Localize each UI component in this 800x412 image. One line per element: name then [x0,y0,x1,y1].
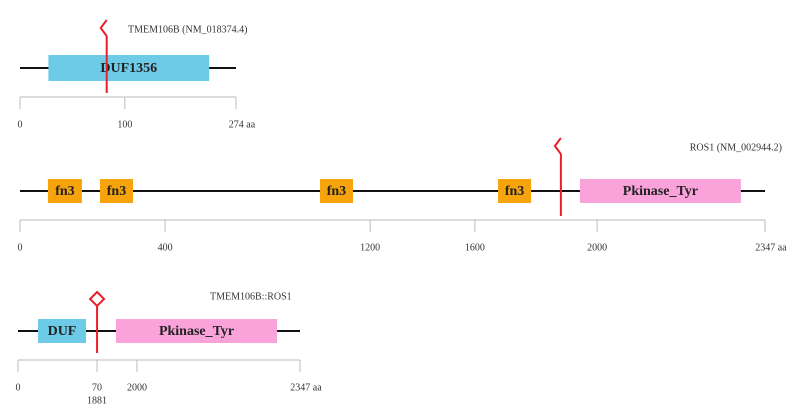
domain [116,319,278,343]
tick-label: 1600 [465,242,485,253]
domain-label: fn3 [327,184,346,199]
domain [99,179,134,203]
tick-label: 0 [16,382,21,393]
domain-label: Pkinase_Tyr [159,324,234,339]
domain-label: fn3 [505,184,524,199]
tick-label: 400 [158,242,173,253]
domain [48,55,210,81]
tick-label: 0 [18,242,23,253]
domain-label: fn3 [55,184,74,199]
domain [319,179,353,203]
domain-label: fn3 [107,184,126,199]
tick-label: 70 [92,382,102,393]
domain [37,319,87,343]
length-label: 274 aa [229,119,256,130]
tick-label-2: 1881 [87,395,107,406]
domain [498,179,532,203]
length-label: 2347 aa [290,382,322,393]
tick-label: 1200 [360,242,380,253]
domain [579,179,741,203]
tick-label: 2000 [587,242,607,253]
breakpoint-flag [553,137,562,155]
track-title: TMEM106B (NM_018374.4) [128,24,247,35]
track-title: ROS1 (NM_002944.2) [690,142,782,153]
track-title: TMEM106B::ROS1 [210,291,292,302]
tick-label: 100 [117,119,132,130]
domain-label: DUF [48,324,77,339]
domain-label: DUF1356 [100,61,157,76]
tick-label: 0 [18,119,23,130]
breakpoint-diamond [88,290,106,308]
domain-label: Pkinase_Tyr [623,184,698,199]
breakpoint-flag [99,19,108,37]
tick-label: 2000 [127,382,147,393]
length-label: 2347 aa [755,242,787,253]
domain [47,179,82,203]
